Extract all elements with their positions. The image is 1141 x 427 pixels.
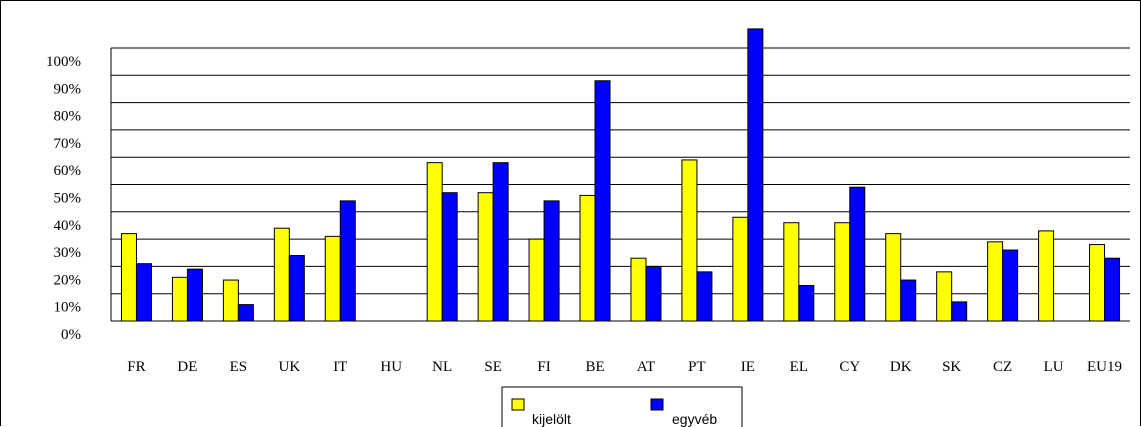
legend-box — [501, 386, 743, 427]
bar-kijelolt-se — [477, 192, 494, 322]
bar-egyeb-pt — [696, 271, 713, 322]
axes — [110, 48, 1130, 322]
y-tick-label: 100% — [46, 54, 81, 70]
x-tick-label: SK — [942, 359, 961, 375]
y-tick-label: 10% — [54, 300, 82, 316]
x-tick-label: EL — [790, 359, 808, 375]
y-tick-label: 30% — [54, 245, 82, 261]
bar-egyeb-fr — [135, 263, 152, 322]
x-tick-label: CY — [839, 359, 860, 375]
bar-egyeb-de — [186, 268, 203, 322]
bar-kijelolt-ie — [732, 216, 749, 322]
x-tick-label: ES — [230, 359, 248, 375]
x-tick-label: DE — [177, 359, 197, 375]
bar-kijelolt-at — [630, 257, 647, 322]
x-tick-label: EU19 — [1087, 359, 1122, 375]
x-tick-label: FR — [127, 359, 145, 375]
legend-label-kijelolt: kijelölt — [532, 411, 571, 427]
bar-kijelolt-dk — [885, 233, 902, 322]
bar-kijelolt-cy — [834, 222, 851, 322]
bar-kijelolt-it — [324, 235, 341, 322]
bar-egyeb-uk — [288, 254, 305, 322]
x-tick-label: FI — [537, 359, 550, 375]
legend: kijelölt egyvéb — [501, 386, 743, 427]
x-axis-labels: FR DE ES UK IT HU NL SE FI BE AT PT IE EL CY DK SK CZ LU EU… — [127, 359, 1122, 375]
bar-egyeb-es — [237, 304, 254, 322]
bar-egyeb-eu19 — [1104, 257, 1121, 322]
bar-egyeb-cy — [849, 186, 866, 322]
x-tick-label: SE — [484, 359, 502, 375]
bar-kijelolt-nl — [426, 162, 443, 322]
bar-kijelolt-uk — [273, 227, 290, 322]
x-tick-label: BE — [585, 359, 604, 375]
x-tick-label: IE — [741, 359, 755, 375]
x-tick-label: NL — [432, 359, 452, 375]
x-tick-label: UK — [278, 359, 300, 375]
bar-kijelolt-el — [783, 222, 800, 322]
bar-egyeb-fi — [543, 200, 560, 322]
x-tick-label: IT — [333, 359, 347, 375]
bar-egyeb-cz — [1002, 249, 1019, 322]
bar-egyeb-sk — [951, 301, 968, 322]
legend-swatch-kijelolt — [511, 398, 525, 411]
bar-egyeb-se — [492, 162, 509, 322]
y-tick-label: 60% — [54, 163, 82, 179]
legend-swatch-egyeb — [650, 398, 664, 411]
y-tick-label: 90% — [54, 81, 82, 97]
bar-kijelolt-de — [171, 276, 188, 322]
bar-kijelolt-pt — [681, 159, 698, 322]
y-tick-label: 40% — [54, 218, 82, 234]
bars — [120, 28, 1121, 322]
bar-egyeb-el — [798, 285, 815, 322]
bar-kijelolt-be — [579, 194, 596, 322]
x-tick-label: DK — [890, 359, 912, 375]
y-tick-label: 0% — [61, 327, 81, 343]
gridlines — [111, 47, 1130, 295]
y-tick-label: 80% — [54, 109, 82, 125]
x-tick-label: AT — [637, 359, 655, 375]
legend-label-egyeb: egyvéb — [672, 411, 717, 427]
x-tick-label: CZ — [993, 359, 1012, 375]
bar-kijelolt-fr — [120, 233, 137, 322]
bar-kijelolt-lu — [1038, 230, 1055, 322]
x-tick-label: LU — [1044, 359, 1064, 375]
y-tick-label: 70% — [54, 136, 82, 152]
x-tick-label: PT — [688, 359, 706, 375]
bar-kijelolt-eu19 — [1089, 244, 1106, 322]
x-tick-label: HU — [380, 359, 402, 375]
bar-egyeb-ie — [747, 28, 764, 322]
y-axis-ticks: 0% 10% 20% 30% 40% 50% 60% 70% 80% 90% 100% — [46, 54, 81, 343]
bar-egyeb-dk — [900, 279, 917, 322]
bar-kijelolt-fi — [528, 238, 545, 322]
bar-kijelolt-es — [222, 279, 239, 322]
bar-egyeb-nl — [441, 192, 458, 322]
bar-kijelolt-sk — [936, 271, 953, 322]
y-tick-label: 20% — [54, 272, 82, 288]
bar-egyeb-be — [594, 80, 611, 322]
y-tick-label: 50% — [54, 191, 82, 207]
bar-kijelolt-cz — [987, 241, 1004, 322]
bar-egyeb-at — [645, 265, 662, 322]
bar-egyeb-it — [339, 200, 356, 322]
